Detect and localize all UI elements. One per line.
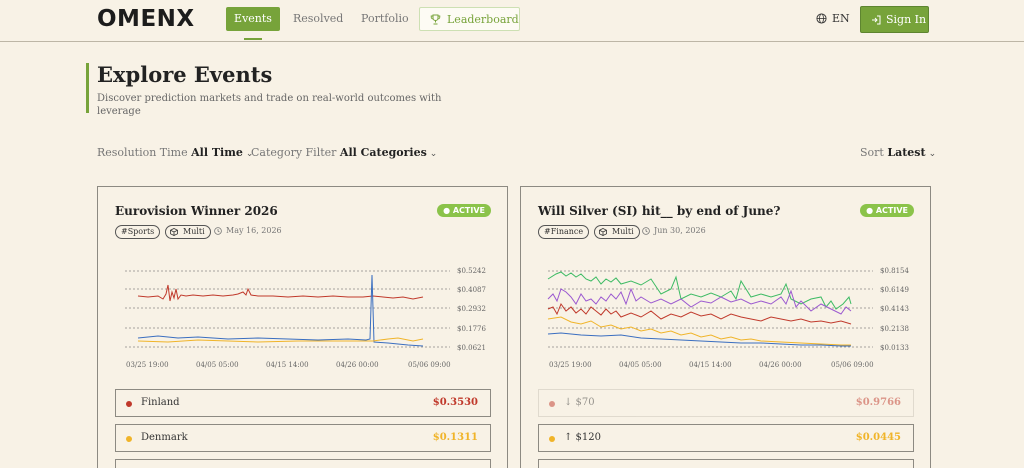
- outcome-name: Finland: [141, 397, 180, 408]
- outcome-row[interactable]: ↓ $70 $0.9766: [538, 389, 914, 417]
- y-axis-tick: $0.8154: [880, 267, 909, 275]
- category-tag[interactable]: #Sports: [115, 225, 161, 239]
- outcome-name: ↓ $70: [564, 397, 595, 408]
- top-navigation-bar: OMENX Events Resolved Portfolio Leaderbo…: [0, 0, 1024, 42]
- y-axis-tick: $0.1776: [457, 325, 486, 333]
- page-title: Explore Events: [97, 62, 273, 87]
- event-title[interactable]: Eurovision Winner 2026: [115, 204, 278, 218]
- sign-in-button[interactable]: Sign In: [860, 6, 929, 33]
- chevron-down-icon: ⌄: [245, 149, 254, 159]
- price-history-chart[interactable]: $0.5242 $0.4087 $0.2932 $0.1776 $0.0621 …: [98, 259, 507, 379]
- blue-series-line: [547, 332, 851, 347]
- outcome-color-dot: [126, 401, 132, 407]
- x-axis-tick: 03/25 19:00: [126, 361, 169, 369]
- outcome-color-dot: [549, 436, 555, 442]
- outcome-row[interactable]: [538, 459, 914, 468]
- market-type-tag: Multi: [165, 225, 211, 239]
- outcome-color-dot: [126, 436, 132, 442]
- language-label: EN: [832, 12, 850, 25]
- outcome-price: $0.9766: [855, 397, 901, 408]
- category-filter[interactable]: Category Filter All Categories ⌄: [251, 146, 437, 159]
- price-history-chart[interactable]: $0.8154 $0.6149 $0.4143 $0.2138 $0.0133 …: [521, 259, 930, 379]
- sort-value: Latest: [887, 146, 926, 159]
- end-date: May 16, 2026: [214, 226, 282, 235]
- sign-in-icon: [872, 15, 881, 25]
- active-tab-indicator: [244, 38, 262, 40]
- title-accent-bar: [86, 63, 89, 113]
- x-axis-tick: 04/26 00:00: [759, 361, 802, 369]
- outcome-row[interactable]: ↑ $120 $0.0445: [538, 424, 914, 452]
- outcome-name: Denmark: [141, 432, 188, 443]
- market-type-label: Multi: [183, 227, 205, 236]
- outcome-price: $0.3530: [432, 397, 478, 408]
- x-axis-tick: 04/15 14:00: [266, 361, 309, 369]
- y-axis-tick: $0.2138: [880, 325, 909, 333]
- chevron-down-icon: ⌄: [928, 149, 937, 159]
- sort-dropdown[interactable]: Sort Latest ⌄: [860, 146, 936, 159]
- clock-icon: [214, 227, 222, 235]
- category-tag[interactable]: #Finance: [538, 225, 590, 239]
- globe-icon: [816, 13, 827, 24]
- sign-in-label: Sign In: [886, 13, 927, 26]
- x-axis-tick: 04/05 05:00: [619, 361, 662, 369]
- market-type-label: Multi: [612, 227, 634, 236]
- y-axis-tick: $0.0133: [880, 344, 909, 352]
- event-card[interactable]: Eurovision Winner 2026 ● ACTIVE #Sports …: [97, 186, 508, 468]
- tab-resolved[interactable]: Resolved: [293, 12, 344, 25]
- end-date-value: May 16, 2026: [226, 226, 282, 235]
- leaderboard-label: Leaderboard: [447, 13, 519, 26]
- outcome-name: ↑ $120: [564, 432, 602, 443]
- resolution-time-filter[interactable]: Resolution Time All Time ⌄: [97, 146, 253, 159]
- y-axis-tick: $0.5242: [457, 267, 486, 275]
- yellow-series-line: [547, 316, 851, 346]
- end-date: Jun 30, 2026: [642, 226, 706, 235]
- market-type-tag: Multi: [594, 225, 640, 239]
- event-card[interactable]: Will Silver (SI) hit__ by end of June? ●…: [520, 186, 931, 468]
- x-axis-tick: 04/05 05:00: [196, 361, 239, 369]
- tab-leaderboard[interactable]: Leaderboard: [419, 7, 520, 31]
- cube-icon: [599, 228, 607, 236]
- event-title[interactable]: Will Silver (SI) hit__ by end of June?: [538, 204, 781, 218]
- x-axis-tick: 04/15 14:00: [689, 361, 732, 369]
- x-axis-tick: 03/25 19:00: [549, 361, 592, 369]
- purple-series-line: [547, 287, 852, 315]
- category-filter-value: All Categories: [339, 146, 427, 159]
- sort-label: Sort: [860, 146, 884, 159]
- tab-portfolio[interactable]: Portfolio: [361, 12, 409, 25]
- logo[interactable]: OMENX: [97, 6, 195, 32]
- green-series-line: [547, 271, 852, 310]
- resolution-time-value: All Time: [191, 146, 243, 159]
- tab-events[interactable]: Events: [226, 7, 280, 31]
- status-badge: ● ACTIVE: [860, 204, 914, 217]
- y-axis-tick: $0.0621: [457, 344, 486, 352]
- y-axis-tick: $0.6149: [880, 286, 909, 294]
- y-axis-tick: $0.4143: [880, 305, 909, 313]
- x-axis-tick: 04/26 00:00: [336, 361, 379, 369]
- blue-series-line: [137, 274, 424, 347]
- chevron-down-icon: ⌄: [429, 149, 438, 159]
- resolution-time-label: Resolution Time: [97, 146, 188, 159]
- red-series-line: [547, 302, 852, 325]
- y-axis-tick: $0.4087: [457, 286, 486, 294]
- category-filter-label: Category Filter: [251, 146, 337, 159]
- page-subtitle: Discover prediction markets and trade on…: [97, 93, 442, 117]
- denmark-series-line: [137, 337, 424, 343]
- outcome-price: $0.1311: [432, 432, 478, 443]
- status-badge: ● ACTIVE: [437, 204, 491, 217]
- trophy-icon: [430, 14, 441, 25]
- outcome-price: $0.0445: [855, 432, 901, 443]
- outcome-row[interactable]: Finland $0.3530: [115, 389, 491, 417]
- cube-icon: [170, 228, 178, 236]
- y-axis-tick: $0.2932: [457, 305, 486, 313]
- x-axis-tick: 05/06 09:00: [408, 361, 451, 369]
- outcome-color-dot: [549, 401, 555, 407]
- end-date-value: Jun 30, 2026: [654, 226, 706, 235]
- outcome-row[interactable]: Denmark $0.1311: [115, 424, 491, 452]
- finland-series-line: [137, 284, 424, 302]
- outcome-row[interactable]: [115, 459, 491, 468]
- x-axis-tick: 05/06 09:00: [831, 361, 874, 369]
- clock-icon: [642, 227, 650, 235]
